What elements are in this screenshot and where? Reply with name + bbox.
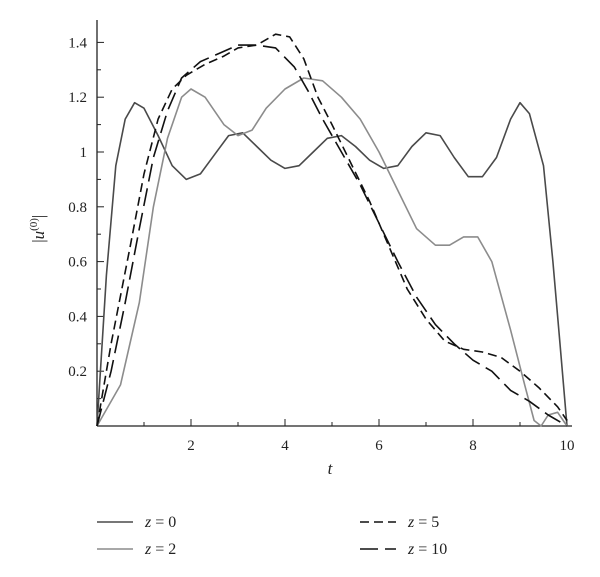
legend-label-0: z = 0 [144, 514, 176, 531]
y-tick-label: 0.6 [68, 255, 87, 271]
x-tick-label: 4 [281, 438, 289, 454]
y-tick-label: 1 [80, 145, 88, 161]
y-axis-label: |u(0)| [28, 215, 48, 243]
y-tick-label: 0.8 [68, 200, 87, 216]
series-lines [96, 33, 568, 427]
axes [96, 20, 572, 427]
series-line-1 [96, 77, 568, 427]
legend-label-2: z = 5 [407, 514, 439, 531]
ticks: 2 4 6 8 10 0.2 0.4 0.6 0.8 1 1.2 1.4 [68, 35, 574, 454]
x-tick-label: 8 [469, 438, 477, 454]
x-tick-label: 10 [560, 438, 575, 454]
series-line-2 [96, 33, 568, 427]
y-axis-label-text: |u(0)| [28, 215, 48, 243]
y-tick-label: 1.4 [68, 35, 87, 51]
legend: z = 0 z = 2 z = 5 z = 10 [97, 514, 447, 558]
x-axis-label: t [328, 459, 334, 478]
y-tick-label: 0.4 [68, 309, 87, 325]
x-tick-label: 6 [375, 438, 383, 454]
y-tick-label: 1.2 [68, 90, 87, 106]
x-tick-label: 2 [187, 438, 195, 454]
legend-label-1: z = 2 [144, 541, 176, 558]
y-tick-label: 0.2 [68, 364, 87, 380]
series-line-3 [96, 44, 568, 427]
series-line-0 [96, 101, 568, 427]
legend-label-3: z = 10 [407, 541, 447, 558]
